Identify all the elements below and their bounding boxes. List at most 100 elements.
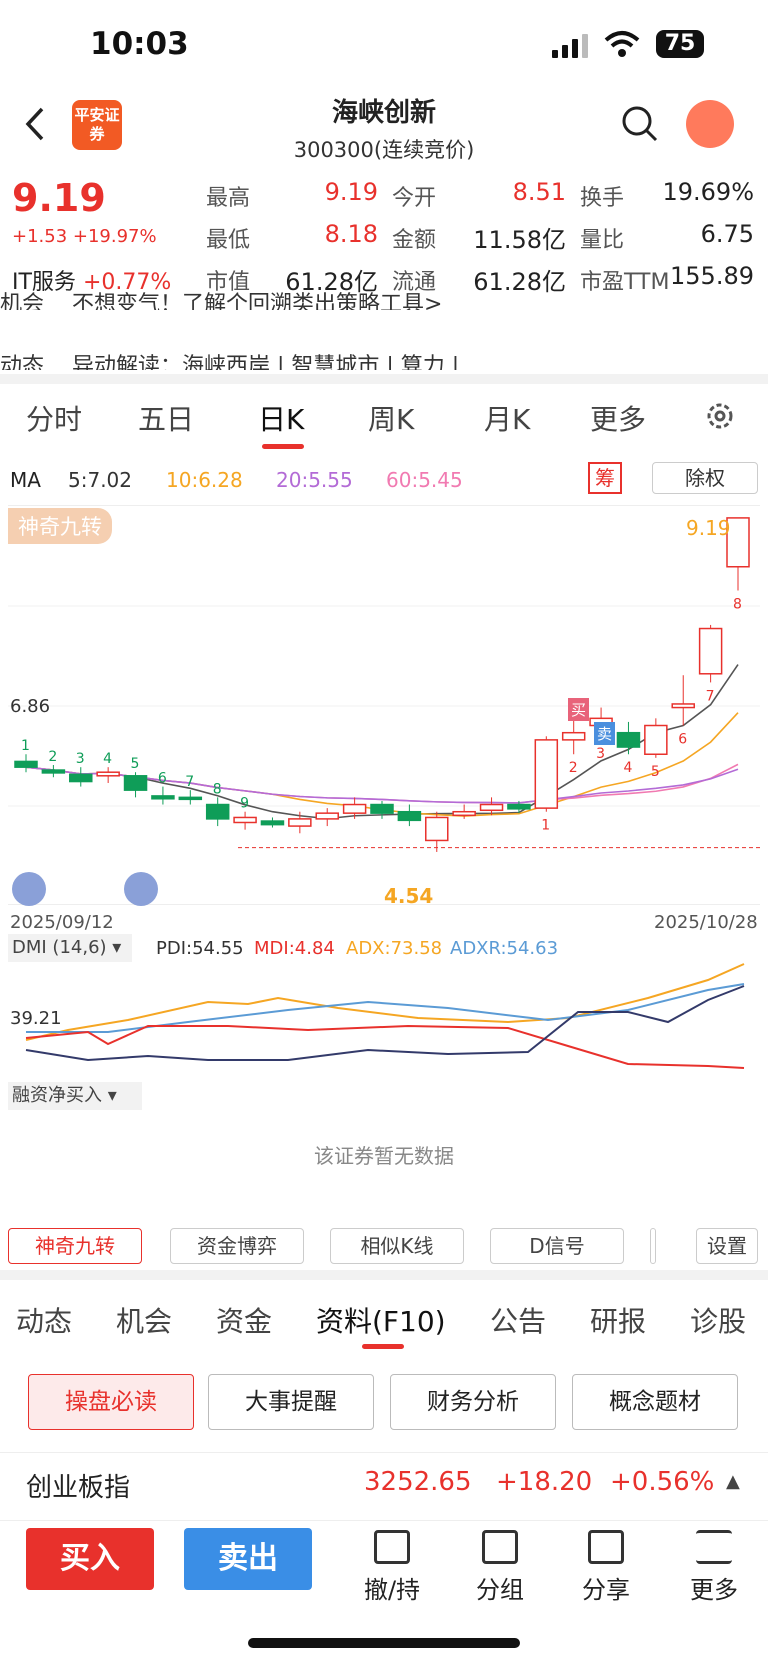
- period-tab[interactable]: 日K: [258, 403, 305, 436]
- fund-game-button[interactable]: 资金博弈: [170, 1228, 304, 1264]
- assistant-avatar[interactable]: [686, 100, 734, 148]
- candle-body: [151, 795, 175, 800]
- info-tab[interactable]: 研报: [590, 1305, 647, 1338]
- candle-body: [616, 731, 641, 748]
- pdi-value: PDI:54.55: [156, 938, 244, 959]
- nine-turn-count: 1: [21, 738, 30, 754]
- date-end: 2025/10/28: [654, 912, 758, 933]
- info-tab[interactable]: 动态: [16, 1305, 73, 1338]
- nine-turn-count: 7: [706, 688, 715, 704]
- index-bar[interactable]: 创业板指 3252.65 +18.20 +0.56% ▲: [0, 1452, 768, 1514]
- d-signal-button[interactable]: D信号: [490, 1228, 624, 1264]
- divider: [0, 374, 768, 384]
- expand-left-icon[interactable]: [12, 872, 46, 906]
- nine-turn-count: 4: [103, 751, 112, 767]
- kline-chart[interactable]: 1 2 3 4 5 6 7 8 9 1 2 3 4 5 6 7 8: [8, 505, 760, 905]
- candle-body: [233, 816, 257, 824]
- period-tab[interactable]: 更多: [590, 403, 647, 436]
- price-change: +1.53 +19.97%: [12, 226, 157, 247]
- margin-selector[interactable]: 融资净买入 ▾: [8, 1082, 142, 1110]
- chip-button[interactable]: 筹: [588, 462, 622, 494]
- candle-body: [671, 703, 695, 709]
- back-icon[interactable]: [22, 106, 48, 142]
- f10-concepts[interactable]: 概念题材: [572, 1374, 738, 1430]
- quote-value: 155.89: [670, 262, 754, 290]
- settings-button[interactable]: 设置: [696, 1228, 758, 1264]
- buy-button[interactable]: 买入: [26, 1528, 154, 1590]
- ma-label[interactable]: MA: [10, 468, 41, 492]
- sell-signal: 卖: [594, 722, 616, 745]
- period-tab[interactable]: 周K: [368, 403, 415, 436]
- quote-label: 换手: [580, 186, 625, 211]
- info-tab[interactable]: 资金: [216, 1305, 273, 1338]
- candle-body: [315, 812, 339, 820]
- info-tab[interactable]: 资料(F10): [316, 1305, 446, 1338]
- index-value: 3252.65: [364, 1467, 472, 1497]
- settings-gear-icon[interactable]: [704, 400, 736, 432]
- signal-icon: [552, 34, 588, 58]
- cancel-hold-button[interactable]: 撤/持: [352, 1530, 432, 1605]
- nine-turn-count: 3: [596, 746, 605, 762]
- info-tab[interactable]: 公告: [490, 1305, 547, 1338]
- period-tab[interactable]: 月K: [484, 403, 531, 436]
- min-price-label: 4.54: [384, 884, 434, 908]
- nine-turn-button[interactable]: 神奇九转: [8, 1228, 142, 1264]
- exright-button[interactable]: 除权: [652, 462, 758, 494]
- candle-body: [96, 771, 120, 777]
- ma60-value: 60:5.45: [386, 468, 463, 492]
- info-tab[interactable]: 诊股: [690, 1305, 747, 1338]
- candle-body: [534, 739, 559, 809]
- nine-turn-count: 7: [185, 774, 194, 790]
- news-row-opportunity[interactable]: 机会 不想变气！了解个回溯类出策略工具>: [0, 292, 443, 310]
- more-button[interactable]: 更多: [674, 1530, 754, 1605]
- ma5-value: 5:7.02: [68, 468, 132, 492]
- info-tab-indicator: [362, 1344, 404, 1349]
- period-tab[interactable]: 五日: [138, 403, 195, 436]
- period-tab[interactable]: 分时: [26, 403, 83, 436]
- fullscreen-icon[interactable]: [124, 872, 158, 906]
- f10-trading-guide[interactable]: 操盘必读: [28, 1374, 194, 1430]
- f10-financial[interactable]: 财务分析: [390, 1374, 556, 1430]
- group-button[interactable]: 分组: [460, 1530, 540, 1605]
- divider: [0, 1270, 768, 1280]
- candle-body: [14, 760, 38, 768]
- mdi-value: MDI:4.84: [254, 938, 335, 959]
- dmi-chart: [25, 963, 745, 1069]
- expand-up-icon[interactable]: ▲: [726, 1471, 740, 1492]
- search-icon[interactable]: [620, 104, 660, 144]
- more-tool-button[interactable]: [650, 1228, 656, 1264]
- buy-signal: 买: [568, 698, 590, 721]
- status-time: 10:03: [90, 26, 189, 62]
- quote-value: 61.28亿: [285, 268, 378, 296]
- index-name: 创业板指: [26, 1473, 131, 1503]
- dmi-selector[interactable]: DMI (14,6) ▾: [8, 934, 132, 962]
- nine-turn-count: 2: [48, 749, 57, 765]
- candle-body: [644, 724, 668, 755]
- candle-body: [698, 627, 723, 675]
- wifi-icon: [604, 31, 640, 57]
- sell-button[interactable]: 卖出: [184, 1528, 312, 1590]
- share-button[interactable]: 分享: [566, 1530, 646, 1605]
- ma10-value: 10:6.28: [166, 468, 243, 492]
- index-change: +18.20: [496, 1467, 593, 1497]
- candle-body: [452, 810, 476, 817]
- quote-label: 最低: [206, 228, 251, 253]
- price-level-label: 6.86: [10, 696, 51, 717]
- nine-turn-count: 5: [131, 756, 140, 772]
- quote-label: 金额: [392, 228, 437, 253]
- share-icon: [588, 1530, 624, 1564]
- news-row-dynamic[interactable]: 动态 异动解读：海峡西岸 | 智慧城市 | 算力 |: [0, 354, 460, 370]
- similar-kline-button[interactable]: 相似K线: [330, 1228, 464, 1264]
- candle-body: [507, 803, 531, 810]
- nine-turn-count: 8: [733, 596, 742, 612]
- nine-turn-count: 8: [213, 781, 222, 797]
- nine-turn-tag[interactable]: 神奇九转: [8, 508, 112, 544]
- candle-body: [425, 816, 449, 842]
- nine-turn-count: 1: [541, 818, 550, 834]
- industry-label[interactable]: IT服务 +0.77%: [12, 270, 172, 295]
- info-tab[interactable]: 机会: [116, 1305, 173, 1338]
- candle-body: [69, 773, 93, 783]
- quote-label: 流通: [392, 270, 437, 295]
- menu-icon: [696, 1530, 732, 1564]
- f10-events[interactable]: 大事提醒: [208, 1374, 374, 1430]
